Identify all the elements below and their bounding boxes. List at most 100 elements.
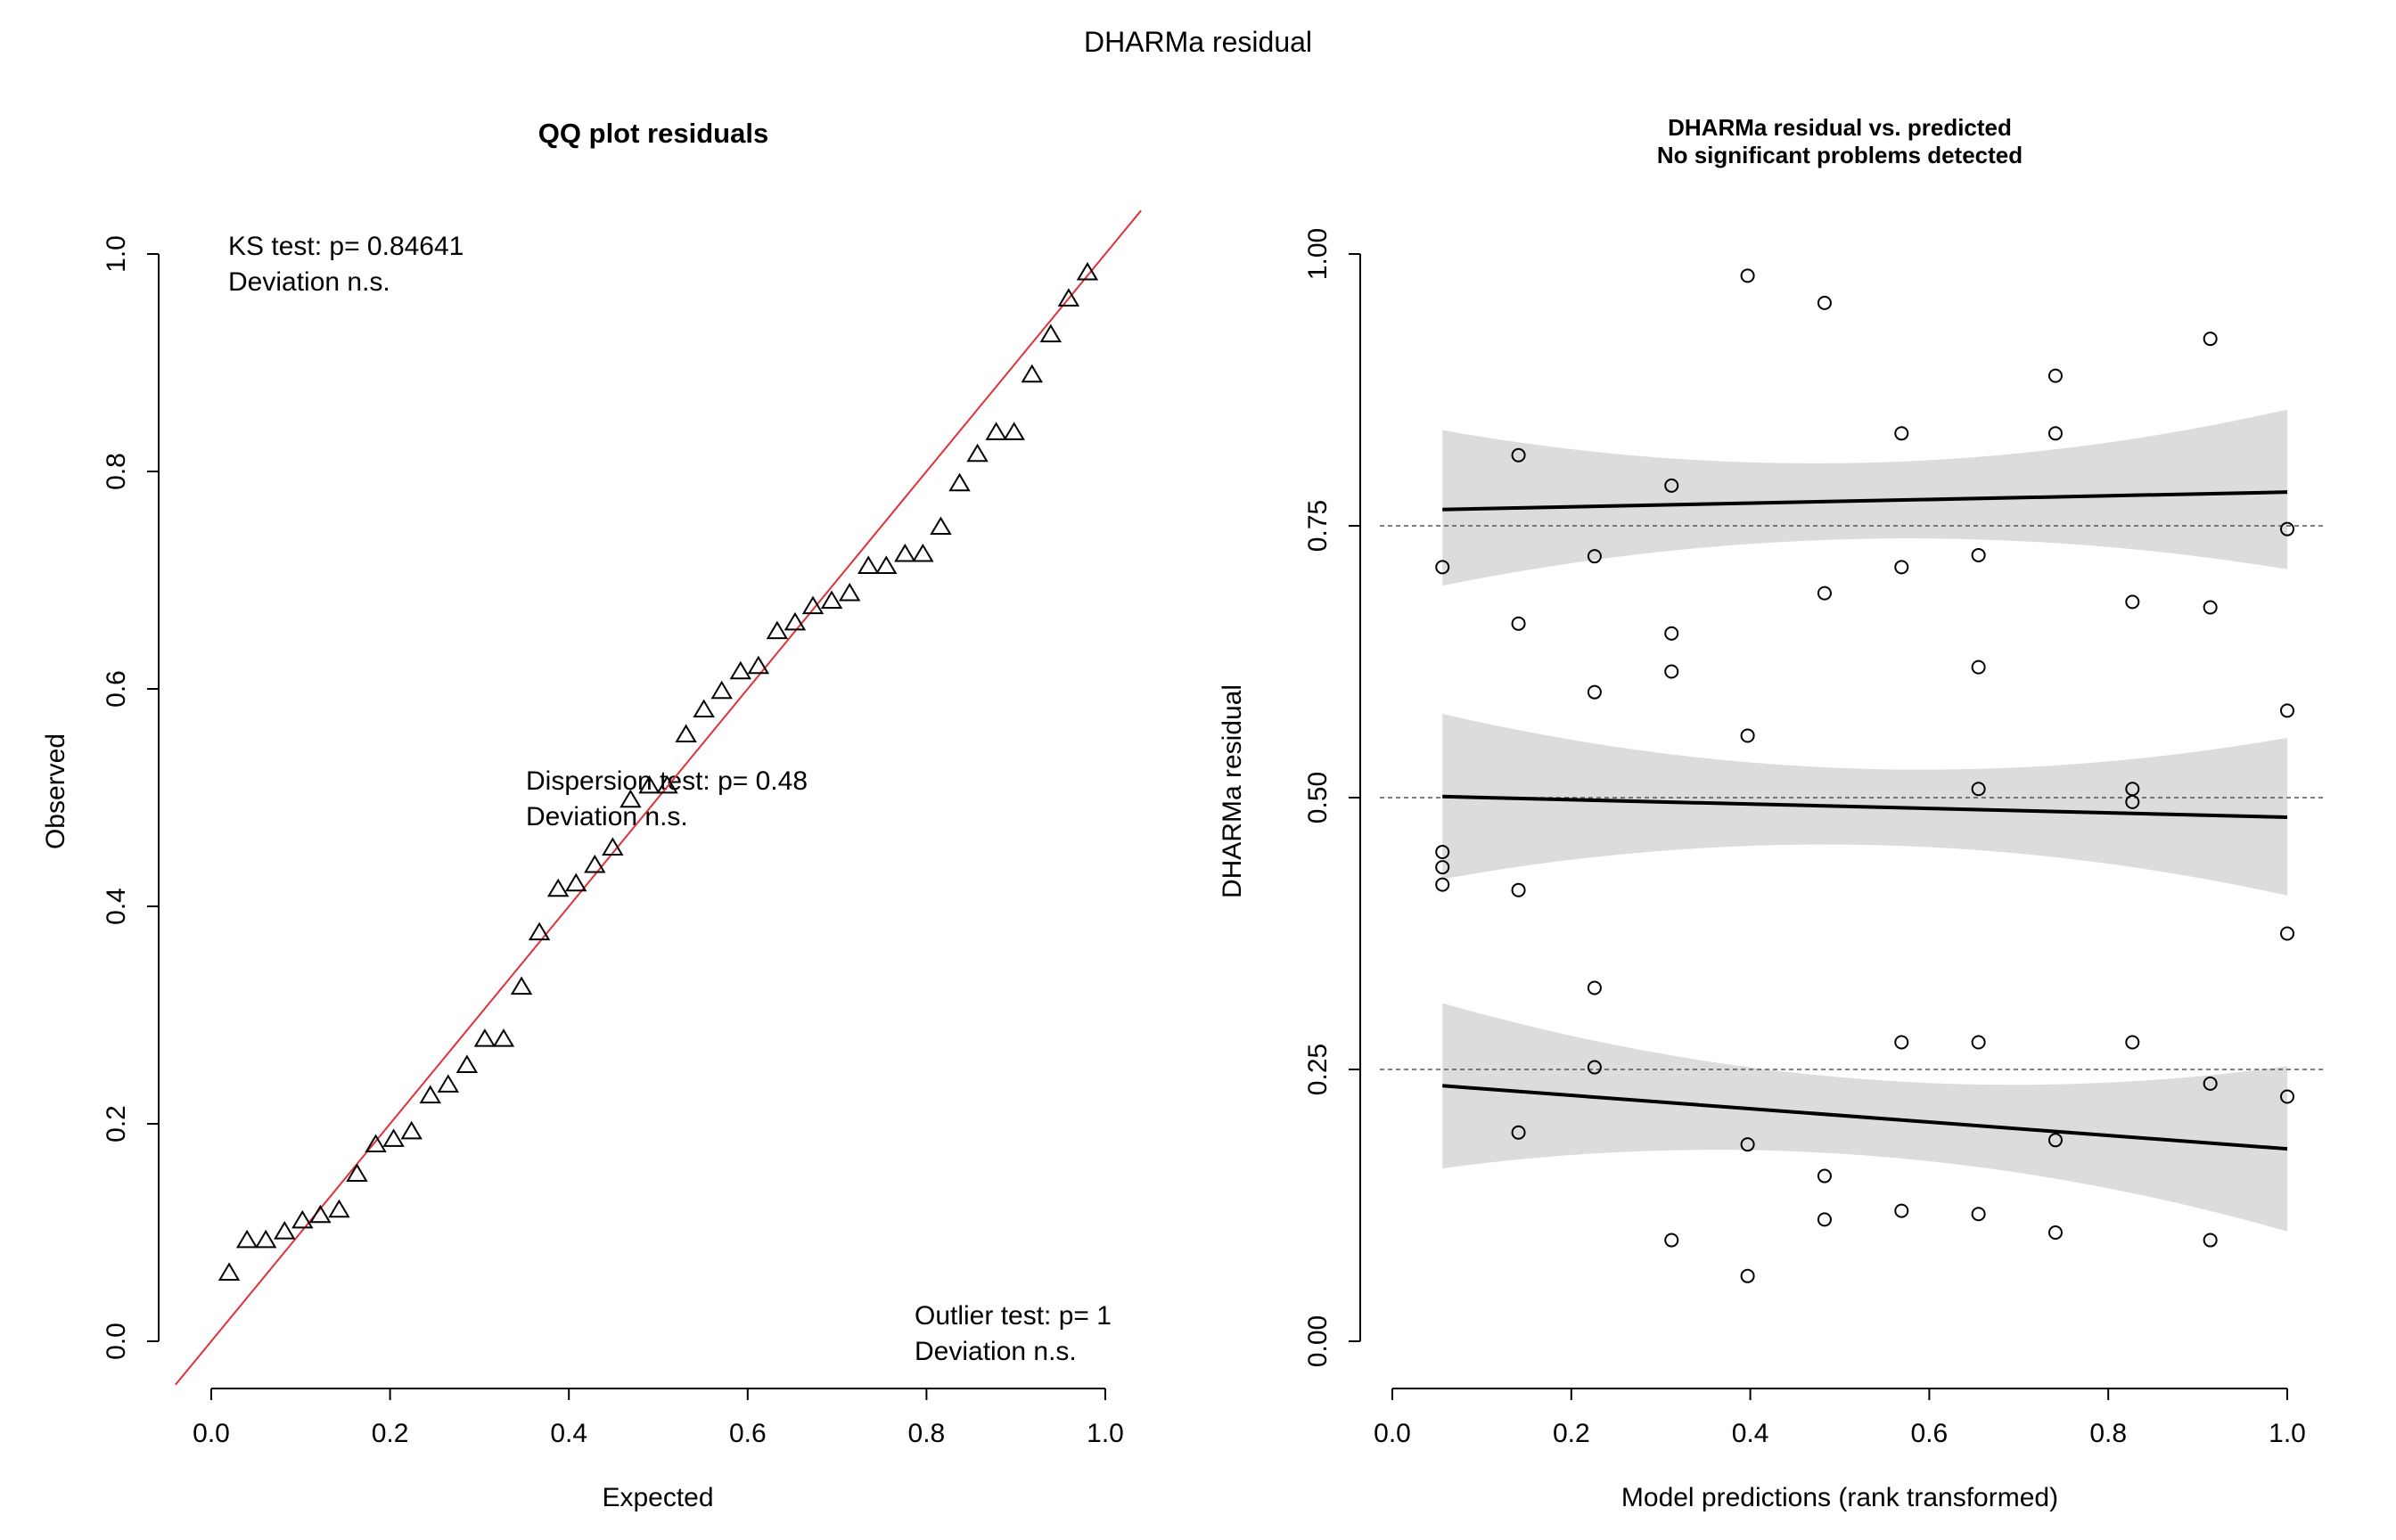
qq-reference-line bbox=[175, 209, 1142, 1386]
residual-point bbox=[2047, 426, 2063, 441]
residual-point bbox=[1971, 659, 1986, 675]
residual-point bbox=[1587, 1060, 1602, 1075]
x-tick-label: 0.6 bbox=[1911, 1419, 1949, 1448]
quantile-confidence-band bbox=[1442, 409, 2287, 586]
qq-point-triangle bbox=[217, 1262, 241, 1281]
qq-point-triangle bbox=[675, 724, 697, 743]
x-tick-label: 0.6 bbox=[729, 1419, 767, 1448]
dispersion-test-annotation: Dispersion test: p= 0.48 bbox=[526, 766, 808, 796]
residual-point bbox=[1894, 426, 1909, 441]
figure-title: DHARMa residual bbox=[1084, 26, 1312, 58]
y-tick-label: 0.0 bbox=[102, 1323, 131, 1360]
residual-point bbox=[1664, 1233, 1679, 1248]
qq-point-triangle bbox=[437, 1074, 460, 1093]
residual-point bbox=[1435, 860, 1450, 875]
qq-point-triangle bbox=[838, 582, 861, 602]
residual-point bbox=[1817, 295, 1832, 310]
residual-point bbox=[2047, 1225, 2063, 1240]
x-tick-label: 0.0 bbox=[1374, 1419, 1411, 1448]
qq-point-triangle bbox=[584, 854, 606, 873]
residual-point bbox=[1894, 1203, 1909, 1218]
residual-point bbox=[1971, 782, 1986, 797]
y-tick-label: 1.0 bbox=[102, 235, 131, 273]
qq-point-triangle bbox=[656, 774, 678, 794]
x-tick-label: 1.0 bbox=[2269, 1419, 2306, 1448]
residual-point bbox=[2047, 368, 2063, 383]
qq-point-triangle bbox=[455, 1054, 479, 1073]
residual-plot-subtitle: No significant problems detected bbox=[1657, 142, 2023, 168]
residual-point bbox=[1511, 447, 1526, 463]
outlier-test-annotation: Outlier test: p= 1 bbox=[915, 1301, 1112, 1331]
residual-point bbox=[2125, 594, 2140, 610]
residual-point bbox=[1971, 547, 1986, 562]
residual-x-axis-label: Model predictions (rank transformed) bbox=[1621, 1483, 2058, 1512]
qq-point-triangle bbox=[1003, 422, 1025, 440]
qq-point-triangle bbox=[912, 543, 934, 562]
qq-point-triangle bbox=[638, 774, 661, 794]
y-tick-label: 0.8 bbox=[102, 453, 131, 490]
y-tick-label: 0.6 bbox=[102, 670, 131, 708]
residual-points bbox=[1435, 268, 2294, 1283]
residual-point bbox=[2280, 926, 2294, 941]
qq-point-triangle bbox=[930, 516, 952, 536]
residual-point bbox=[2280, 1089, 2294, 1104]
dispersion-deviation-annotation: Deviation n.s. bbox=[526, 802, 688, 831]
residual-point bbox=[1435, 877, 1450, 892]
x-tick-label: 0.8 bbox=[908, 1419, 946, 1448]
residual-point bbox=[1511, 1125, 1526, 1140]
qq-plot-title: QQ plot residuals bbox=[538, 118, 768, 149]
qq-point-triangle bbox=[857, 555, 880, 574]
quantile-fit-line bbox=[1442, 490, 2288, 512]
qq-point-triangle bbox=[894, 543, 916, 562]
qq-point-triangle bbox=[419, 1085, 441, 1104]
qq-points bbox=[217, 262, 1099, 1281]
qq-point-triangle bbox=[747, 655, 770, 675]
residual-point bbox=[1971, 1035, 1986, 1050]
residual-point bbox=[1740, 728, 1755, 743]
residual-point bbox=[1740, 1268, 1755, 1283]
residual-point bbox=[1817, 586, 1832, 601]
qq-plot-panel: QQ plot residuals Expected Observed KS t… bbox=[41, 118, 1142, 1512]
y-tick-label: 0.50 bbox=[1303, 772, 1333, 823]
qq-point-triangle bbox=[693, 699, 715, 717]
qq-point-triangle bbox=[729, 660, 751, 680]
residual-point bbox=[1587, 549, 1602, 564]
residual-point bbox=[1740, 268, 1755, 283]
residual-point bbox=[1587, 684, 1602, 700]
qq-point-triangle bbox=[492, 1028, 515, 1047]
qq-point-triangle bbox=[546, 878, 570, 897]
residual-point bbox=[1664, 626, 1679, 641]
qq-point-triangle bbox=[291, 1209, 314, 1229]
qq-point-triangle bbox=[274, 1221, 296, 1240]
y-tick-label: 0.25 bbox=[1303, 1044, 1333, 1095]
qq-point-triangle bbox=[400, 1120, 423, 1140]
residual-point bbox=[1817, 1168, 1832, 1184]
x-tick-label: 1.0 bbox=[1087, 1419, 1124, 1448]
qq-point-triangle bbox=[565, 872, 587, 892]
residual-point bbox=[1511, 616, 1526, 631]
residual-point bbox=[1971, 1207, 1986, 1222]
residual-point bbox=[1740, 1137, 1755, 1152]
qq-y-axis-label: Observed bbox=[41, 733, 70, 849]
x-tick-label: 0.8 bbox=[2089, 1419, 2127, 1448]
qq-point-triangle bbox=[820, 590, 843, 609]
qq-point-triangle bbox=[766, 620, 789, 640]
qq-point-triangle bbox=[875, 555, 898, 574]
qq-point-triangle bbox=[309, 1204, 332, 1224]
qq-point-triangle bbox=[528, 922, 551, 941]
qq-point-triangle bbox=[1076, 262, 1099, 281]
qq-point-triangle bbox=[473, 1028, 496, 1047]
qq-point-triangle bbox=[328, 1199, 350, 1218]
residual-point bbox=[2280, 521, 2294, 537]
qq-point-triangle bbox=[966, 443, 989, 463]
qq-point-triangle bbox=[1021, 364, 1043, 383]
outlier-deviation-annotation: Deviation n.s. bbox=[915, 1337, 1077, 1366]
residual-point bbox=[1587, 980, 1602, 995]
qq-point-triangle bbox=[948, 472, 971, 492]
y-tick-label: 1.00 bbox=[1303, 228, 1333, 280]
quantile-fit-line bbox=[1442, 794, 2288, 819]
x-tick-label: 0.2 bbox=[1553, 1419, 1590, 1448]
ks-test-annotation: KS test: p= 0.84641 bbox=[228, 232, 464, 261]
residual-vs-predicted-panel: DHARMa residual vs. predicted No signifi… bbox=[1218, 114, 2323, 1512]
